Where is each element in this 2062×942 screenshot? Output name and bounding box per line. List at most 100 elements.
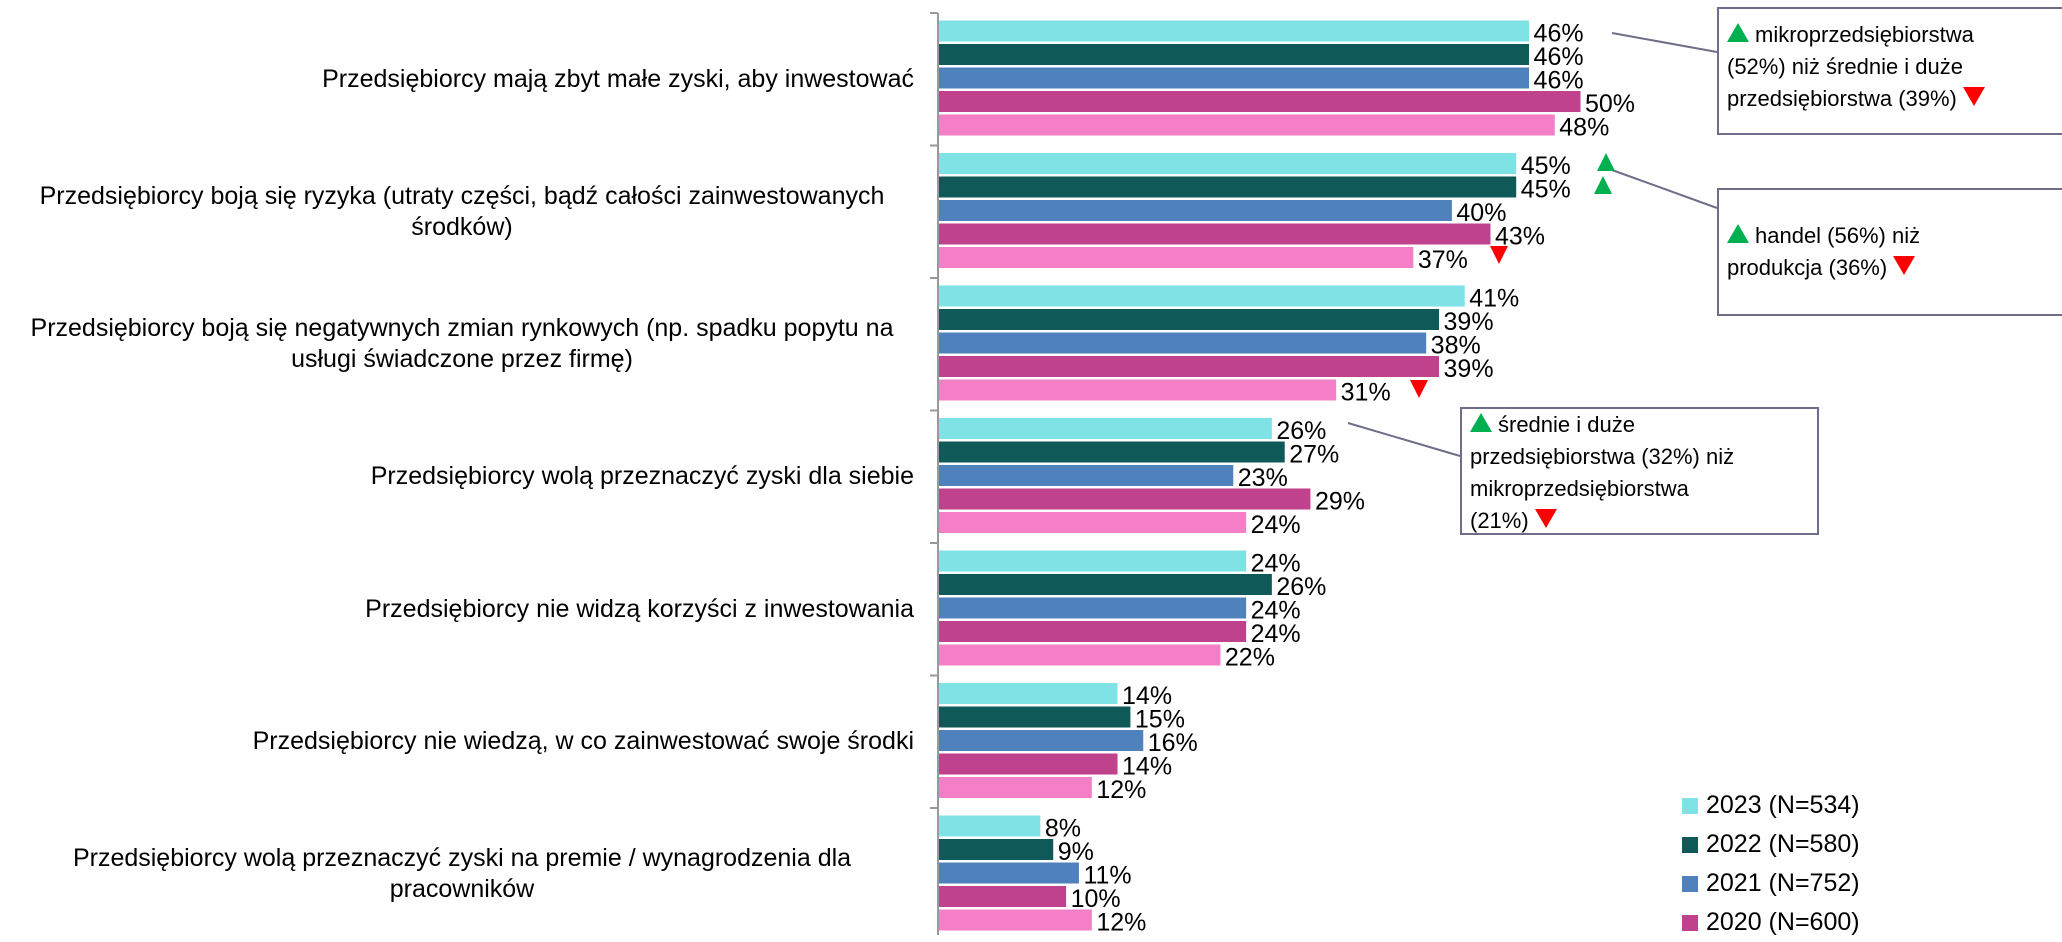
callout-line: średnie i duże bbox=[1470, 409, 1809, 441]
bar bbox=[937, 246, 1415, 269]
legend-label: 2022 (N=580) bbox=[1706, 830, 1860, 858]
leader-line bbox=[1611, 32, 1718, 53]
legend-swatch bbox=[1682, 875, 1698, 892]
value-label: 14% bbox=[1122, 753, 1172, 781]
callout-line: mikroprzedsiębiorstwa bbox=[1727, 19, 2062, 51]
legend-item: 2020 (N=600) bbox=[1682, 903, 1860, 942]
callout-line: (21%) bbox=[1470, 505, 1809, 537]
value-label: 48% bbox=[1559, 114, 1609, 142]
category-label-box: Przedsiębiorcy mają zbyt małe zyski, aby… bbox=[10, 13, 914, 145]
bar bbox=[937, 199, 1453, 222]
value-label: 37% bbox=[1418, 246, 1468, 274]
leader-line bbox=[1347, 422, 1461, 457]
legend-item: 2022 (N=580) bbox=[1682, 825, 1860, 864]
callout: mikroprzedsiębiorstwa (52%) niż średnie … bbox=[1717, 7, 2062, 135]
category-label-box: Przedsiębiorcy boją się ryzyka (utraty c… bbox=[10, 146, 914, 278]
category-label: Przedsiębiorcy nie wiedzą, w co zainwest… bbox=[252, 727, 914, 755]
decrease-flag bbox=[1490, 246, 1508, 264]
value-label: 39% bbox=[1444, 308, 1494, 336]
bar bbox=[937, 43, 1531, 66]
callout-text: handel (56%) niż bbox=[1755, 223, 1921, 248]
value-label: 24% bbox=[1251, 620, 1301, 648]
value-label: 24% bbox=[1251, 511, 1301, 539]
value-label: 16% bbox=[1148, 729, 1198, 757]
legend-swatch bbox=[1682, 914, 1698, 931]
category-label: Przedsiębiorcy wolą przeznaczyć zyski dl… bbox=[370, 462, 914, 490]
value-label: 10% bbox=[1071, 885, 1121, 913]
bar bbox=[937, 152, 1518, 175]
value-label: 29% bbox=[1315, 488, 1365, 516]
bar bbox=[937, 511, 1248, 534]
bar bbox=[937, 90, 1582, 113]
bar bbox=[937, 113, 1556, 137]
callout-text: mikroprzedsiębiorstwa bbox=[1470, 476, 1689, 501]
legend-label: 2021 (N=752) bbox=[1706, 869, 1860, 897]
category-label: Przedsiębiorcy nie widzą korzyści z inwe… bbox=[365, 594, 914, 623]
leader-line bbox=[1611, 169, 1718, 209]
value-label: 39% bbox=[1444, 355, 1494, 383]
value-label: 26% bbox=[1276, 417, 1326, 445]
bar bbox=[937, 729, 1145, 752]
bar bbox=[937, 440, 1286, 464]
bar bbox=[937, 908, 1093, 932]
category-label-box: Przedsiębiorcy nie wiedzą, w co zainwest… bbox=[10, 676, 914, 808]
bar bbox=[937, 752, 1119, 776]
bar bbox=[937, 705, 1132, 729]
callout-text: przedsiębiorstwa (39%) bbox=[1727, 86, 1957, 111]
bar bbox=[937, 487, 1312, 511]
value-label: 15% bbox=[1135, 706, 1185, 734]
bar bbox=[937, 643, 1222, 667]
legend-swatch bbox=[1682, 797, 1698, 814]
value-label: 38% bbox=[1431, 332, 1481, 360]
value-label: 11% bbox=[1083, 862, 1131, 890]
legend: 2023 (N=534) 2022 (N=580) 2021 (N=752) 2020… bbox=[1682, 786, 1860, 942]
increase-flag bbox=[1594, 176, 1612, 194]
bar bbox=[937, 378, 1338, 402]
value-label: 45% bbox=[1521, 176, 1571, 204]
bar bbox=[937, 417, 1273, 440]
bar bbox=[937, 573, 1273, 596]
callout-line: handel (56%) niż bbox=[1727, 220, 2062, 252]
value-label: 41% bbox=[1469, 285, 1519, 313]
value-label: 12% bbox=[1096, 909, 1146, 935]
category-label: Przedsiębiorcy mają zbyt małe zyski, aby… bbox=[322, 64, 914, 93]
bar bbox=[937, 838, 1055, 861]
callout: średnie i duże przedsiębiorstwa (32%) ni… bbox=[1460, 407, 1819, 535]
value-label: 26% bbox=[1276, 573, 1326, 601]
bar bbox=[937, 814, 1042, 838]
increase-flag bbox=[1597, 153, 1615, 171]
category-label-box: Przedsiębiorcy wolą przeznaczyć zyski dl… bbox=[10, 411, 914, 543]
callout-text: średnie i duże bbox=[1498, 412, 1635, 437]
legend-label: 2020 (N=600) bbox=[1706, 908, 1860, 936]
callout-text: mikroprzedsiębiorstwa bbox=[1755, 22, 1974, 47]
callout-line: przedsiębiorstwa (39%) bbox=[1727, 83, 2062, 115]
value-label: 27% bbox=[1289, 441, 1339, 469]
value-label: 46% bbox=[1534, 20, 1584, 48]
legend-label: 2023 (N=534) bbox=[1706, 791, 1860, 819]
category-label-box: Przedsiębiorcy wolą przeznaczyć zyski na… bbox=[10, 808, 914, 940]
legend-item: 2023 (N=534) bbox=[1682, 786, 1860, 825]
value-label: 45% bbox=[1521, 152, 1571, 180]
value-label: 24% bbox=[1251, 597, 1301, 625]
bar bbox=[937, 464, 1235, 487]
bar bbox=[937, 355, 1441, 378]
category-label-box: Przedsiębiorcy nie widzą korzyści z inwe… bbox=[10, 543, 914, 675]
value-label: 22% bbox=[1225, 644, 1275, 672]
value-label: 40% bbox=[1456, 199, 1506, 227]
category-label: Przedsiębiorcy boją się negatywnych zmia… bbox=[30, 314, 894, 373]
value-label: 50% bbox=[1585, 90, 1635, 118]
bar bbox=[937, 861, 1080, 885]
bar bbox=[937, 549, 1248, 573]
callout-line: produkcja (36%) bbox=[1727, 252, 2062, 284]
callout-text: (52%) niż średnie i duże bbox=[1727, 54, 1964, 79]
callout-text: przedsiębiorstwa (32%) niż bbox=[1470, 444, 1735, 469]
category-label-box: Przedsiębiorcy boją się negatywnych zmia… bbox=[10, 278, 914, 410]
value-label: 23% bbox=[1238, 464, 1288, 492]
bar bbox=[937, 284, 1466, 308]
bar bbox=[937, 19, 1531, 43]
value-label: 8% bbox=[1045, 815, 1081, 843]
value-label: 31% bbox=[1341, 379, 1391, 407]
decrease-flag bbox=[1410, 380, 1428, 398]
